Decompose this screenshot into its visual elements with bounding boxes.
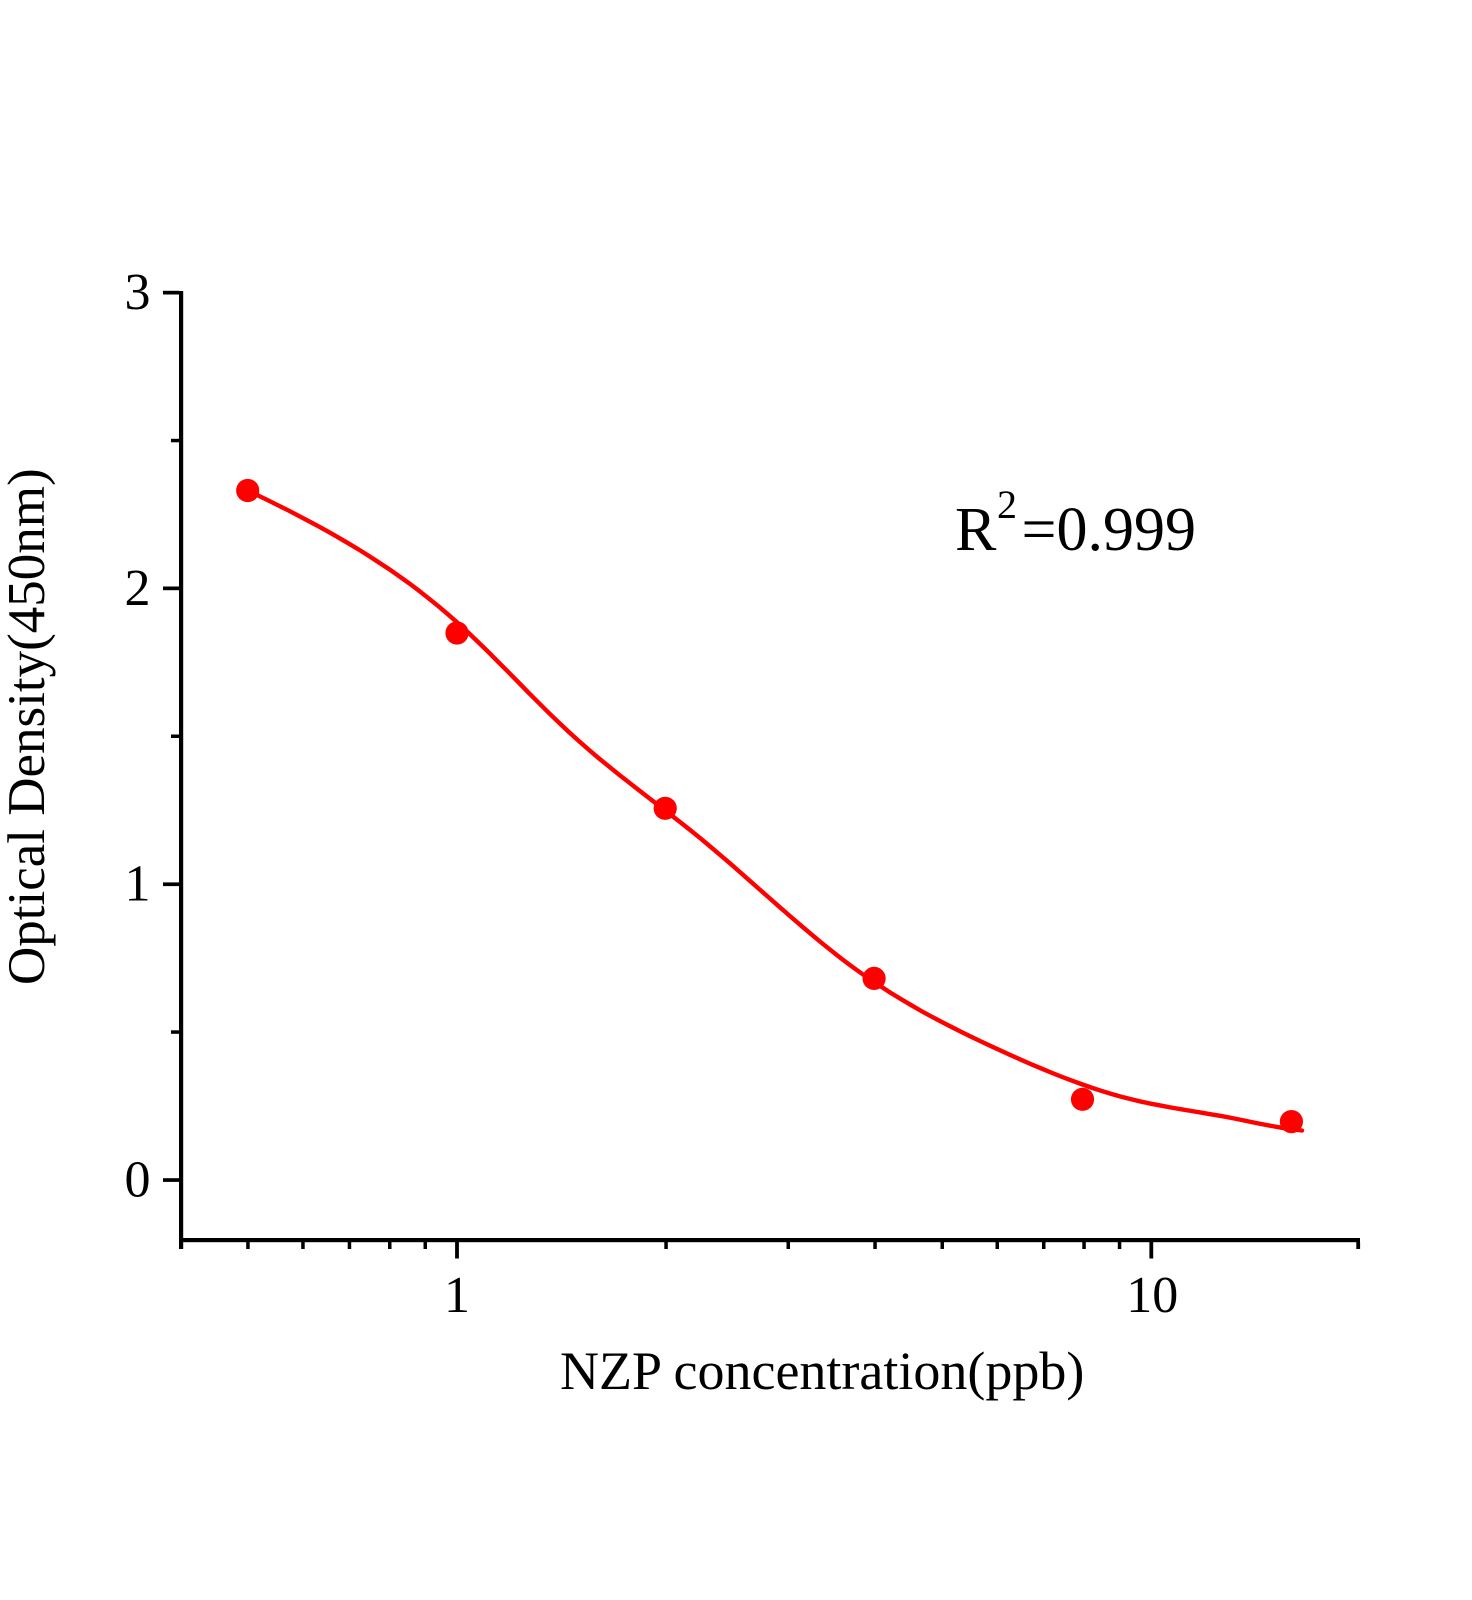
svg-text:=0.999: =0.999 <box>1022 496 1196 564</box>
svg-text:10: 10 <box>1126 1267 1178 1324</box>
svg-text:Optical Density(450nm): Optical Density(450nm) <box>0 468 56 985</box>
svg-text:R: R <box>955 496 997 564</box>
svg-text:0: 0 <box>125 1152 151 1209</box>
svg-text:2: 2 <box>997 482 1017 527</box>
svg-text:1: 1 <box>125 856 151 913</box>
svg-text:3: 3 <box>125 264 151 321</box>
svg-text:NZP concentration(ppb): NZP concentration(ppb) <box>560 1341 1084 1401</box>
svg-text:1: 1 <box>444 1267 470 1324</box>
svg-text:2: 2 <box>125 560 151 617</box>
